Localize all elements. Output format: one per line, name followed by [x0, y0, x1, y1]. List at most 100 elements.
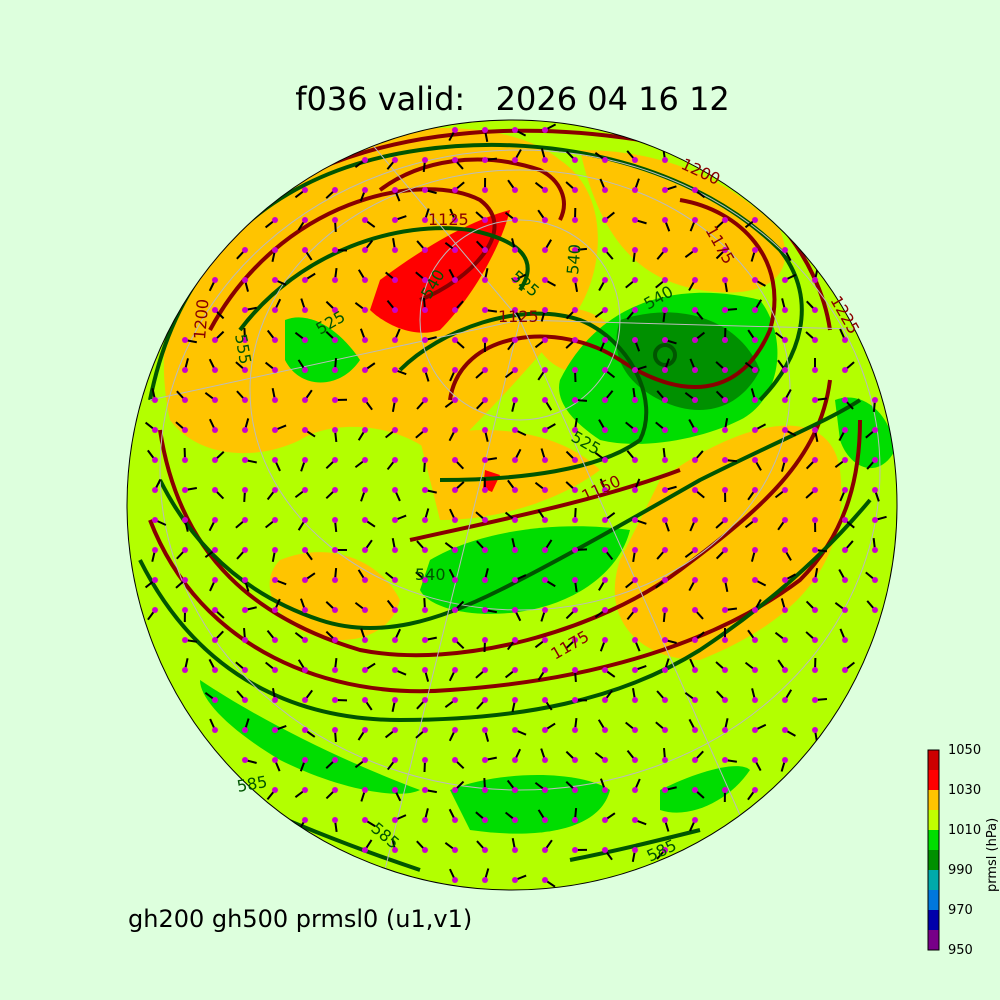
wind-dot	[692, 817, 698, 823]
wind-dot	[422, 277, 428, 283]
wind-dot	[212, 367, 218, 373]
wind-dot	[332, 817, 338, 823]
wind-dot	[182, 637, 188, 643]
wind-dot	[452, 157, 458, 163]
wind-dot	[782, 547, 788, 553]
wind-dot	[272, 697, 278, 703]
wind-dot	[362, 277, 368, 283]
wind-dot	[482, 757, 488, 763]
colorbar-frame	[927, 749, 940, 951]
wind-dot	[512, 397, 518, 403]
wind-dot	[422, 217, 428, 223]
wind-dot	[722, 307, 728, 313]
wind-dot	[362, 817, 368, 823]
wind-dot	[842, 607, 848, 613]
wind-dot	[632, 457, 638, 463]
wind-dot	[422, 517, 428, 523]
wind-dot	[152, 607, 158, 613]
wind-dot	[362, 337, 368, 343]
wind-dot	[842, 547, 848, 553]
wind-dot	[752, 517, 758, 523]
wind-dot	[572, 217, 578, 223]
wind-dot	[722, 367, 728, 373]
wind-dot	[662, 787, 668, 793]
wind-dot	[662, 757, 668, 763]
wind-dot	[752, 547, 758, 553]
wind-dot	[782, 247, 788, 253]
wind-dot	[542, 427, 548, 433]
wind-dot	[662, 367, 668, 373]
wind-dot	[752, 457, 758, 463]
wind-dot	[542, 517, 548, 523]
wind-dot	[242, 367, 248, 373]
wind-dot	[362, 427, 368, 433]
wind-dot	[362, 787, 368, 793]
wind-dot	[842, 667, 848, 673]
wind-dot	[452, 307, 458, 313]
wind-dot	[302, 187, 308, 193]
gh200-label: 1125	[428, 210, 469, 229]
wind-dot	[242, 667, 248, 673]
wind-dot	[842, 487, 848, 493]
wind-dot	[752, 487, 758, 493]
wind-dot	[242, 457, 248, 463]
wind-dot	[692, 517, 698, 523]
wind-dot	[452, 367, 458, 373]
wind-dot	[752, 697, 758, 703]
wind-dot	[722, 337, 728, 343]
wind-dot	[602, 607, 608, 613]
wind-dot	[842, 337, 848, 343]
wind-dot	[482, 487, 488, 493]
wind-dot	[602, 157, 608, 163]
wind-dot	[632, 667, 638, 673]
wind-dot	[692, 427, 698, 433]
wind-dot	[272, 577, 278, 583]
wind-dot	[662, 457, 668, 463]
wind-dot	[482, 877, 488, 883]
wind-dot	[602, 547, 608, 553]
wind-dot	[782, 517, 788, 523]
wind-dot	[632, 637, 638, 643]
wind-dot	[692, 247, 698, 253]
wind-dot	[482, 517, 488, 523]
wind-dot	[302, 697, 308, 703]
wind-dot	[362, 397, 368, 403]
wind-dot	[782, 727, 788, 733]
wind-dot	[452, 337, 458, 343]
wind-dot	[392, 757, 398, 763]
wind-dot	[632, 157, 638, 163]
colorbar-swatch	[928, 770, 939, 790]
wind-dot	[632, 697, 638, 703]
wind-dot	[362, 307, 368, 313]
colorbar-swatch	[928, 850, 939, 870]
wind-dot	[362, 667, 368, 673]
wind-dot	[272, 247, 278, 253]
wind-dot	[572, 697, 578, 703]
wind-dot	[572, 457, 578, 463]
wind-dot	[392, 547, 398, 553]
wind-dot	[602, 487, 608, 493]
wind-dot	[302, 337, 308, 343]
wind-dot	[632, 247, 638, 253]
wind-dot	[302, 757, 308, 763]
wind-dot	[572, 397, 578, 403]
colorbar-swatch	[928, 930, 939, 950]
wind-dot	[452, 787, 458, 793]
wind-dot	[602, 187, 608, 193]
wind-dot	[392, 187, 398, 193]
wind-dot	[542, 217, 548, 223]
wind-dot	[362, 367, 368, 373]
wind-dot	[632, 367, 638, 373]
wind-dot	[242, 547, 248, 553]
wind-dot	[752, 277, 758, 283]
wind-dot	[422, 367, 428, 373]
wind-dot	[812, 307, 818, 313]
wind-dot	[422, 577, 428, 583]
wind-dot	[272, 637, 278, 643]
wind-dot	[632, 847, 638, 853]
gh500-label: 540	[415, 565, 446, 584]
wind-dot	[512, 217, 518, 223]
wind-dot	[692, 787, 698, 793]
wind-dot	[662, 547, 668, 553]
wind-dot	[362, 577, 368, 583]
